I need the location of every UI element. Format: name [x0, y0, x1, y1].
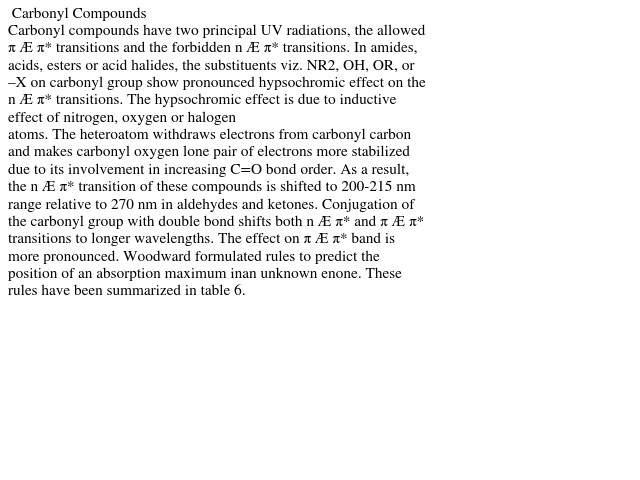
Text: Carbonyl Compounds
Carbonyl compounds have two principal UV radiations, the allo: Carbonyl Compounds Carbonyl compounds ha…: [8, 7, 426, 298]
